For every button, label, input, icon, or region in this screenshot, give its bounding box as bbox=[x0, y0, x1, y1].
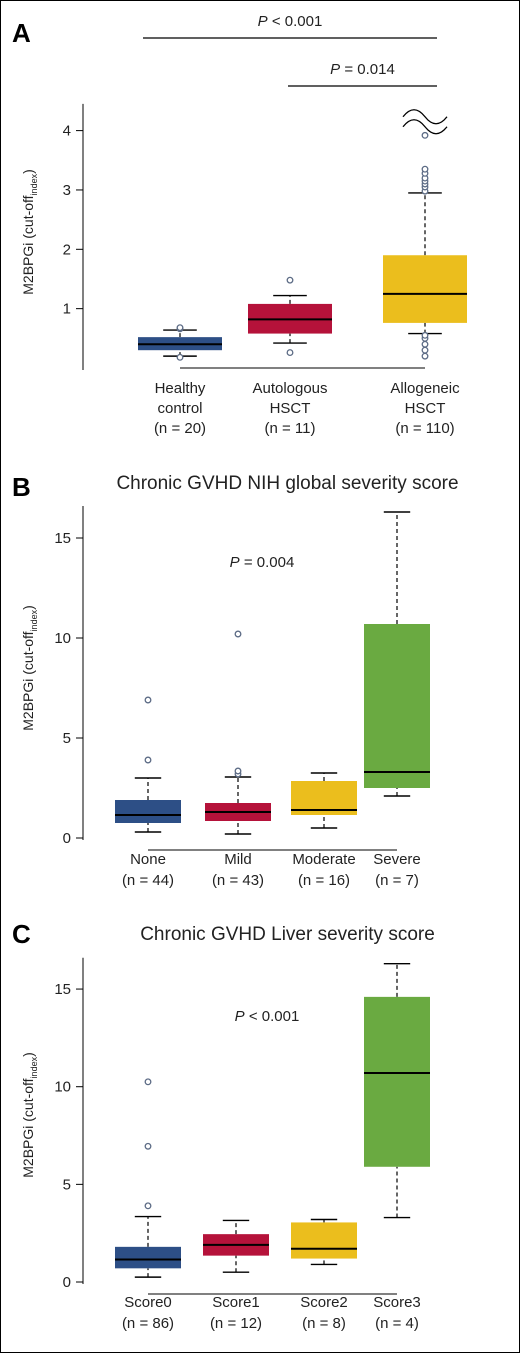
p-value-label: P < 0.001 bbox=[235, 1008, 300, 1025]
category-label: Autologous bbox=[252, 380, 327, 397]
box-2 bbox=[383, 131, 467, 360]
y-tick-label: 15 bbox=[54, 981, 71, 998]
outlier-point bbox=[234, 767, 242, 775]
category-label: (n = 7) bbox=[375, 872, 419, 889]
category-label: (n = 16) bbox=[298, 872, 350, 889]
outlier-point bbox=[421, 352, 429, 360]
box-3 bbox=[364, 511, 430, 797]
category-label: Healthy bbox=[155, 380, 206, 397]
y-tick-label: 0 bbox=[63, 1274, 71, 1291]
box-1 bbox=[205, 630, 271, 835]
box-2 bbox=[291, 772, 357, 829]
box-1 bbox=[248, 276, 332, 357]
outlier-point bbox=[286, 349, 294, 357]
category-label: Score0 bbox=[124, 1294, 172, 1311]
category-label: Mild bbox=[224, 851, 252, 868]
outlier-point bbox=[286, 276, 294, 284]
box-0 bbox=[115, 696, 181, 833]
chart-title: Chronic GVHD Liver severity score bbox=[140, 924, 435, 945]
panel-letter: A bbox=[12, 18, 31, 48]
chart-title: Chronic GVHD NIH global severity score bbox=[116, 473, 458, 494]
box-0 bbox=[138, 324, 222, 361]
category-label: Allogeneic bbox=[390, 380, 460, 397]
p-value-label: P < 0.001 bbox=[258, 13, 323, 30]
outlier-point bbox=[421, 165, 429, 173]
category-label: Moderate bbox=[292, 851, 355, 868]
category-label: Score3 bbox=[373, 1294, 421, 1311]
outlier-point bbox=[421, 340, 429, 348]
axis-break-symbol bbox=[402, 119, 448, 135]
panel-b: B Chronic GVHD NIH global severity score 0… bbox=[12, 472, 459, 889]
y-axis-label: M2BPGi (cut-offindex) bbox=[20, 605, 39, 731]
box-2 bbox=[291, 1218, 357, 1266]
outlier-point bbox=[421, 131, 429, 139]
outlier-point bbox=[144, 1202, 152, 1210]
category-label: (n = 20) bbox=[154, 420, 206, 437]
axis-break-symbol bbox=[402, 109, 448, 125]
panel-a: A 1 2 3 4 M2BPGi (cut-offindex) Healthy control… bbox=[12, 13, 467, 437]
outlier-point bbox=[421, 346, 429, 354]
category-label: None bbox=[130, 851, 166, 868]
y-tick-label: 2 bbox=[63, 241, 71, 258]
y-tick-label: 1 bbox=[63, 301, 71, 318]
box-body bbox=[115, 1246, 181, 1269]
y-tick-label: 4 bbox=[63, 123, 71, 140]
box-0 bbox=[115, 1078, 181, 1278]
y-axis-label: M2BPGi (cut-offindex) bbox=[20, 169, 39, 295]
outlier-point bbox=[144, 1142, 152, 1150]
outlier-point bbox=[176, 324, 184, 332]
y-axis-label: M2BPGi (cut-offindex) bbox=[20, 1052, 39, 1178]
category-label: HSCT bbox=[270, 400, 311, 417]
outlier-point bbox=[234, 630, 242, 638]
category-label: (n = 43) bbox=[212, 872, 264, 889]
y-tick-label: 10 bbox=[54, 1079, 71, 1096]
y-tick-label: 5 bbox=[63, 730, 71, 747]
p-value-label: P = 0.014 bbox=[330, 61, 395, 78]
outlier-point bbox=[421, 331, 429, 339]
category-label: HSCT bbox=[405, 400, 446, 417]
y-tick-label: 3 bbox=[63, 182, 71, 199]
category-label: (n = 44) bbox=[122, 872, 174, 889]
category-label: control bbox=[157, 400, 202, 417]
category-label: (n = 12) bbox=[210, 1315, 262, 1332]
y-tick-label: 0 bbox=[63, 830, 71, 847]
box-body bbox=[291, 1222, 357, 1259]
category-label: (n = 110) bbox=[395, 420, 454, 437]
outlier-point bbox=[144, 756, 152, 764]
y-tick-label: 15 bbox=[54, 530, 71, 547]
p-value-label: P = 0.004 bbox=[230, 554, 295, 571]
category-label: (n = 8) bbox=[302, 1315, 346, 1332]
panel-c: C Chronic GVHD Liver severity score 0 5 10 15… bbox=[12, 919, 435, 1332]
box-body bbox=[383, 255, 467, 323]
box-body bbox=[364, 624, 430, 788]
box-1 bbox=[203, 1219, 269, 1273]
box-body bbox=[364, 996, 430, 1167]
category-label: (n = 86) bbox=[122, 1315, 174, 1332]
box-body bbox=[115, 800, 181, 823]
category-label: Score2 bbox=[300, 1294, 348, 1311]
outlier-point bbox=[144, 1078, 152, 1086]
box-3 bbox=[364, 962, 430, 1219]
category-label: (n = 4) bbox=[375, 1315, 419, 1332]
y-tick-label: 5 bbox=[63, 1176, 71, 1193]
panel-letter: C bbox=[12, 919, 31, 949]
panel-letter: B bbox=[12, 472, 31, 502]
outlier-point bbox=[176, 353, 184, 361]
y-tick-label: 10 bbox=[54, 630, 71, 647]
category-label: Severe bbox=[373, 851, 421, 868]
category-label: (n = 11) bbox=[265, 420, 316, 437]
outlier-point bbox=[144, 696, 152, 704]
category-label: Score1 bbox=[212, 1294, 260, 1311]
